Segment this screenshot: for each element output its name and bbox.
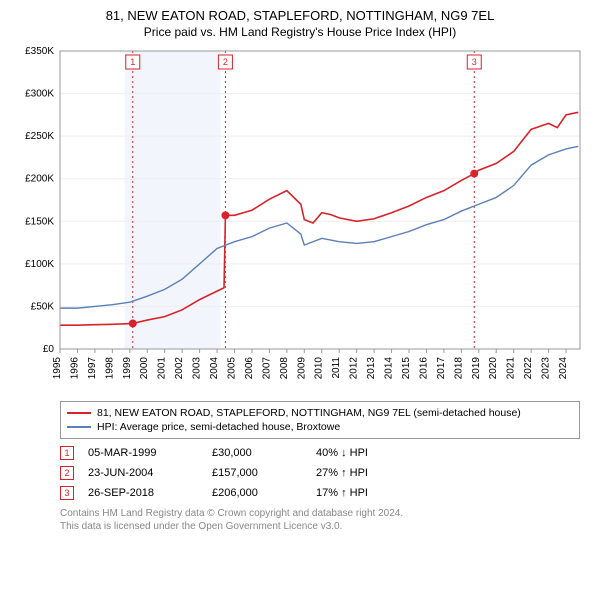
svg-text:2022: 2022 bbox=[523, 357, 534, 380]
svg-text:1995: 1995 bbox=[52, 357, 63, 380]
svg-text:1: 1 bbox=[130, 57, 135, 67]
event-row: 3 26-SEP-2018 £206,000 17% ↑ HPI bbox=[60, 483, 580, 503]
svg-text:£350K: £350K bbox=[25, 46, 54, 57]
svg-text:2023: 2023 bbox=[541, 357, 552, 380]
event-price: £30,000 bbox=[212, 447, 302, 459]
event-delta: 40% ↓ HPI bbox=[316, 447, 368, 459]
svg-text:2021: 2021 bbox=[506, 357, 517, 380]
svg-text:2020: 2020 bbox=[488, 357, 499, 380]
svg-text:1997: 1997 bbox=[87, 357, 98, 380]
svg-text:1996: 1996 bbox=[69, 357, 80, 380]
event-marker-icon: 3 bbox=[60, 486, 74, 500]
svg-text:3: 3 bbox=[472, 57, 477, 67]
svg-text:1998: 1998 bbox=[104, 357, 115, 380]
svg-text:£150K: £150K bbox=[25, 216, 54, 227]
svg-text:£0: £0 bbox=[43, 344, 55, 355]
svg-text:2007: 2007 bbox=[261, 357, 272, 380]
legend-item-hpi: HPI: Average price, semi-detached house,… bbox=[67, 420, 573, 434]
attribution-line: Contains HM Land Registry data © Crown c… bbox=[60, 507, 580, 520]
svg-text:2013: 2013 bbox=[366, 357, 377, 380]
event-date: 05-MAR-1999 bbox=[88, 447, 198, 459]
event-price: £206,000 bbox=[212, 487, 302, 499]
legend-label-hpi: HPI: Average price, semi-detached house,… bbox=[97, 421, 340, 433]
legend: 81, NEW EATON ROAD, STAPLEFORD, NOTTINGH… bbox=[60, 401, 580, 439]
svg-text:2012: 2012 bbox=[349, 357, 360, 380]
svg-text:2001: 2001 bbox=[157, 357, 168, 380]
chart-plot: £0 £50K £100K £150K £200K £250K £300K £350K 1995… bbox=[8, 45, 592, 395]
svg-text:2006: 2006 bbox=[244, 357, 255, 380]
event-date: 26-SEP-2018 bbox=[88, 487, 198, 499]
attribution: Contains HM Land Registry data © Crown c… bbox=[60, 507, 580, 533]
svg-text:2: 2 bbox=[223, 57, 228, 67]
svg-text:2017: 2017 bbox=[436, 357, 447, 380]
svg-text:2015: 2015 bbox=[401, 357, 412, 380]
svg-text:2010: 2010 bbox=[314, 357, 325, 380]
svg-text:£300K: £300K bbox=[25, 89, 54, 100]
svg-text:2014: 2014 bbox=[384, 357, 395, 380]
svg-text:2005: 2005 bbox=[226, 357, 237, 380]
legend-label-property: 81, NEW EATON ROAD, STAPLEFORD, NOTTINGH… bbox=[97, 407, 521, 419]
attribution-line: This data is licensed under the Open Gov… bbox=[60, 520, 580, 533]
svg-text:1999: 1999 bbox=[122, 357, 133, 380]
event-marker-icon: 1 bbox=[60, 446, 74, 460]
svg-text:2003: 2003 bbox=[192, 357, 203, 380]
event-date: 23-JUN-2004 bbox=[88, 467, 198, 479]
svg-text:2018: 2018 bbox=[453, 357, 464, 380]
event-row: 2 23-JUN-2004 £157,000 27% ↑ HPI bbox=[60, 463, 580, 483]
event-delta: 17% ↑ HPI bbox=[316, 487, 368, 499]
legend-swatch-hpi bbox=[67, 426, 91, 428]
svg-text:2011: 2011 bbox=[331, 357, 342, 379]
event-delta: 27% ↑ HPI bbox=[316, 467, 368, 479]
svg-text:£200K: £200K bbox=[25, 174, 54, 185]
svg-text:2009: 2009 bbox=[296, 357, 307, 380]
svg-text:2004: 2004 bbox=[209, 357, 220, 380]
svg-text:£250K: £250K bbox=[25, 131, 54, 142]
svg-text:2019: 2019 bbox=[471, 357, 482, 380]
svg-text:2008: 2008 bbox=[279, 357, 290, 380]
legend-item-property: 81, NEW EATON ROAD, STAPLEFORD, NOTTINGH… bbox=[67, 406, 573, 420]
event-row: 1 05-MAR-1999 £30,000 40% ↓ HPI bbox=[60, 443, 580, 463]
event-price: £157,000 bbox=[212, 467, 302, 479]
chart-title: 81, NEW EATON ROAD, STAPLEFORD, NOTTINGH… bbox=[8, 8, 592, 23]
event-list: 1 05-MAR-1999 £30,000 40% ↓ HPI 2 23-JUN-2004… bbox=[60, 443, 580, 503]
chart-subtitle: Price paid vs. HM Land Registry's House … bbox=[8, 25, 592, 39]
legend-swatch-property bbox=[67, 412, 91, 414]
svg-text:£100K: £100K bbox=[25, 259, 54, 270]
event-marker-icon: 2 bbox=[60, 466, 74, 480]
chart-container: 81, NEW EATON ROAD, STAPLEFORD, NOTTINGH… bbox=[0, 0, 600, 537]
svg-text:2000: 2000 bbox=[139, 357, 150, 380]
svg-text:£50K: £50K bbox=[31, 301, 55, 312]
line-chart-svg: £0 £50K £100K £150K £200K £250K £300K £350K 1995… bbox=[8, 45, 592, 395]
svg-text:2024: 2024 bbox=[558, 357, 569, 380]
svg-text:2016: 2016 bbox=[418, 357, 429, 380]
svg-text:2002: 2002 bbox=[174, 357, 185, 380]
